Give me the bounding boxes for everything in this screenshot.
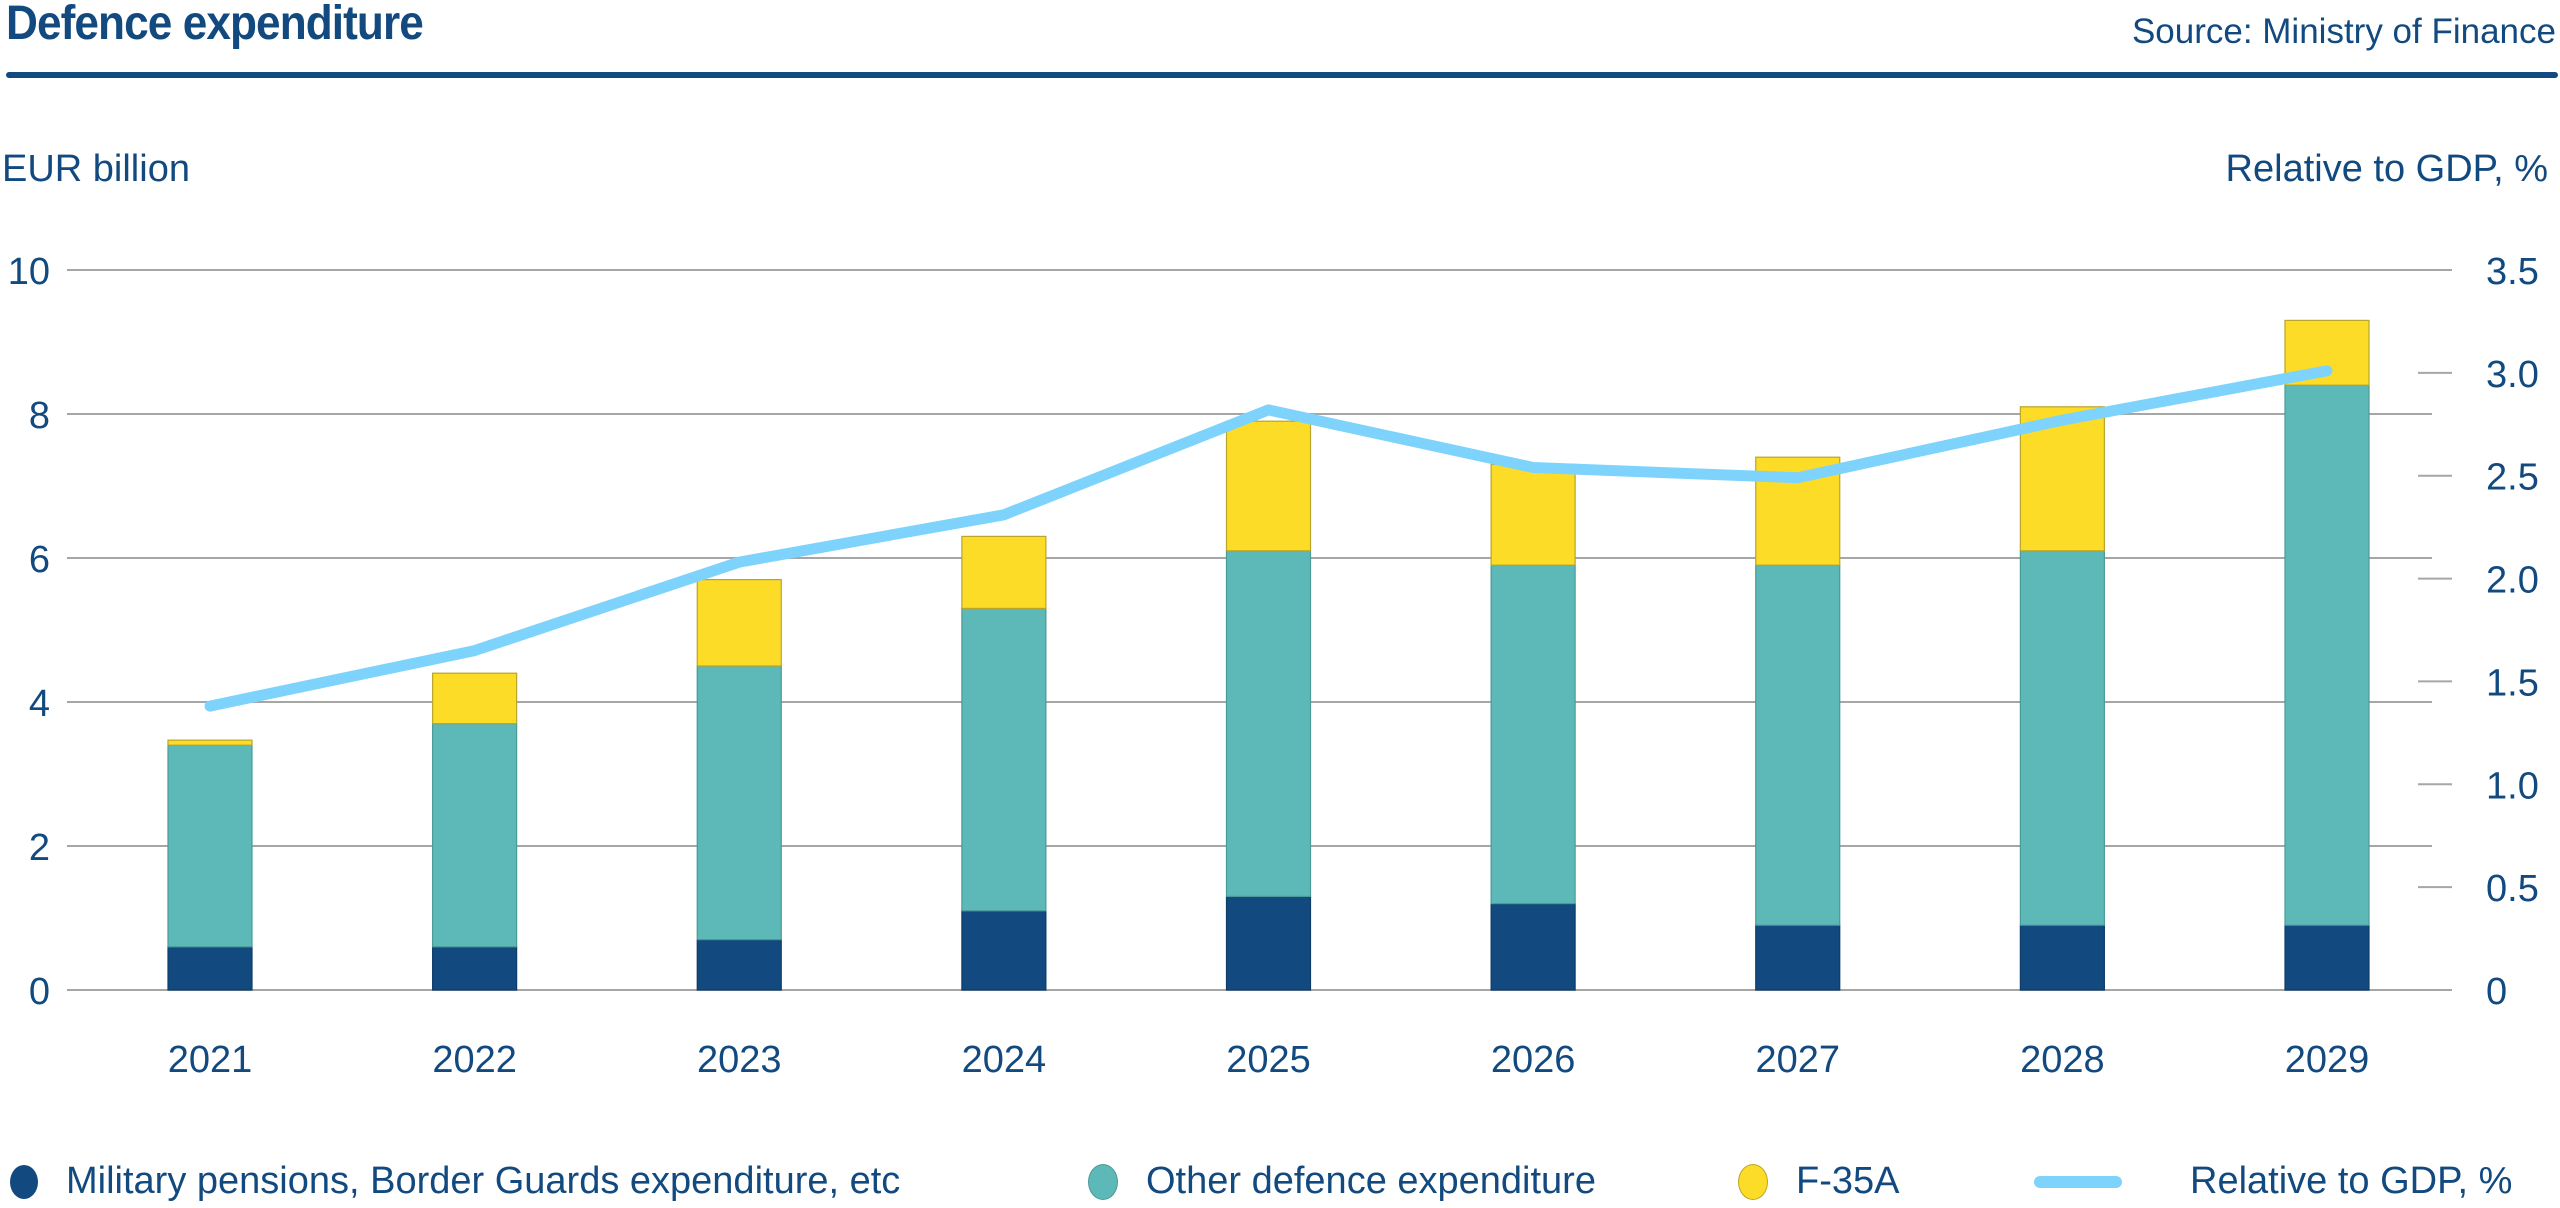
legend-item-f35: F-35A [1738, 1160, 1899, 1203]
y-tick-label-right: 1.0 [2486, 765, 2539, 807]
x-tick-label: 2026 [1491, 1039, 1576, 1081]
y-axis-left-ticks: 0 2 4 6 8 10 [8, 251, 50, 1013]
x-tick-label: 2021 [168, 1039, 253, 1081]
bar-segment-f35 [167, 739, 253, 746]
x-tick-label: 2029 [2285, 1039, 2370, 1081]
legend-item-military: Military pensions, Border Guards expendi… [10, 1160, 900, 1203]
bars [167, 319, 2370, 991]
legend-label: Relative to GDP, % [2190, 1160, 2513, 1202]
bar-segment-other [1755, 564, 1841, 926]
bar-segment-military [1490, 902, 1576, 991]
legend: Military pensions, Border Guards expendi… [0, 1160, 2560, 1208]
y-tick-label-left: 10 [8, 251, 50, 293]
legend-dot-icon [1088, 1163, 1118, 1200]
y-tick-label-left: 8 [29, 395, 50, 437]
bar-segment-other [432, 722, 518, 948]
bar-segment-military [2284, 924, 2370, 991]
bar-segment-other [1225, 550, 1312, 897]
y-axis-right-ticks: 0 0.5 1.0 1.5 2.0 2.5 3.0 3.5 [2418, 251, 2539, 1013]
y-tick-label-right: 3.5 [2486, 251, 2539, 293]
legend-label: Other defence expenditure [1146, 1160, 1596, 1202]
x-tick-label: 2023 [697, 1039, 782, 1081]
title-divider [6, 72, 2558, 78]
bar-segment-military [961, 910, 1047, 991]
bar-segment-military [696, 938, 782, 991]
bar-segment-other [961, 607, 1047, 912]
bar-stack-2023 [696, 578, 782, 991]
legend-dot-icon [10, 1164, 38, 1199]
y-axis-left-label: EUR billion [2, 148, 190, 190]
bar-stack-2025 [1225, 420, 1312, 991]
bar-segment-f35 [961, 535, 1047, 610]
bar-stack-2027 [1755, 456, 1841, 991]
x-axis-labels: 2021 2022 2023 2024 2025 2026 2027 2028 2029 [168, 1039, 2370, 1081]
bar-segment-military [2019, 924, 2105, 991]
y-tick-label-left: 2 [29, 827, 50, 869]
chart-title: Defence expenditure [6, 0, 424, 50]
y-tick-label-right: 0 [2486, 971, 2507, 1013]
legend-label: F-35A [1796, 1160, 1900, 1202]
bar-segment-f35 [1490, 463, 1576, 566]
y-tick-label-right: 0.5 [2486, 868, 2539, 910]
bar-stack-2026 [1490, 463, 1576, 991]
x-tick-label: 2027 [1755, 1039, 1840, 1081]
bar-stack-2028 [2019, 406, 2105, 991]
x-tick-label: 2024 [962, 1039, 1047, 1081]
bar-segment-other [167, 744, 253, 948]
bar-stack-2024 [961, 535, 1047, 991]
bar-segment-military [167, 946, 253, 991]
x-tick-label: 2022 [432, 1039, 517, 1081]
x-tick-label: 2028 [2020, 1039, 2105, 1081]
bar-segment-f35 [1225, 420, 1312, 552]
y-tick-label-right: 1.5 [2486, 662, 2539, 704]
y-tick-label-left: 6 [29, 539, 50, 581]
legend-item-other: Other defence expenditure [1088, 1160, 1596, 1203]
bar-stack-2029 [2284, 319, 2370, 991]
bar-segment-other [2284, 384, 2370, 926]
source-note: Source: Ministry of Finance [2131, 12, 2556, 51]
bar-segment-military [1755, 924, 1841, 991]
y-tick-label-right: 2.5 [2486, 457, 2539, 499]
y-tick-label-right: 3.0 [2486, 354, 2539, 396]
legend-label: Military pensions, Border Guards expendi… [66, 1160, 901, 1202]
y-tick-label-left: 4 [29, 683, 50, 725]
legend-dot-icon [1738, 1163, 1768, 1200]
bar-stack-2021 [167, 739, 253, 991]
bar-segment-other [2019, 550, 2105, 926]
legend-line-icon [2034, 1175, 2122, 1188]
bar-segment-other [1490, 564, 1576, 905]
bar-segment-military [432, 946, 518, 991]
bar-segment-other [696, 665, 782, 941]
bar-segment-military [1225, 895, 1312, 991]
bar-segment-f35 [696, 578, 782, 667]
y-axis-right-label: Relative to GDP, % [2225, 148, 2548, 190]
x-tick-label: 2025 [1226, 1039, 1311, 1081]
bar-segment-f35 [432, 672, 518, 725]
y-tick-label-right: 2.0 [2486, 560, 2539, 602]
y-tick-label-left: 0 [29, 971, 50, 1013]
legend-item-gdp: Relative to GDP, % [2034, 1160, 2512, 1203]
gdp-line-series [204, 365, 2333, 712]
bar-stack-2022 [432, 672, 518, 991]
